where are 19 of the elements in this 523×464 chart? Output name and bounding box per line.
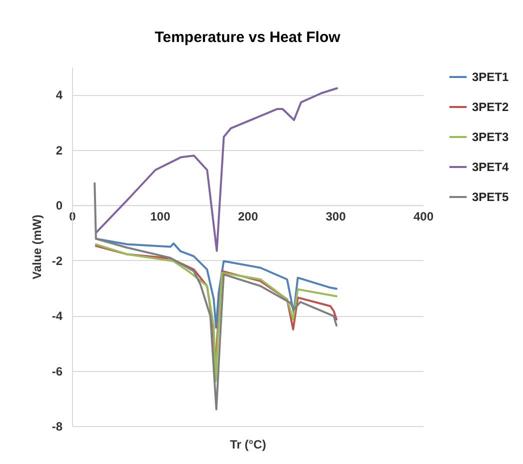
y-tick-label: 2 <box>56 143 63 158</box>
y-tick-label: 0 <box>56 198 63 213</box>
chart-title: Temperature vs Heat Flow <box>154 29 341 46</box>
y-tick-label: -2 <box>52 254 63 268</box>
x-tick-label: 200 <box>238 210 258 224</box>
y-tick-label: -8 <box>52 420 63 434</box>
legend-label: 3PET2 <box>472 100 510 114</box>
y-axis-title: Value (mW) <box>30 214 44 280</box>
y-tick-label: -4 <box>52 309 63 324</box>
x-tick-label: 300 <box>326 210 346 224</box>
x-tick-label: 100 <box>150 210 171 224</box>
legend-label: 3PET5 <box>472 190 510 204</box>
y-tick-label: 4 <box>56 88 63 102</box>
x-axis-title: Tr (°C) <box>230 438 266 452</box>
legend-label: 3PET3 <box>472 130 510 144</box>
legend-label: 3PET4 <box>472 160 510 174</box>
x-tick-label: 400 <box>413 210 434 224</box>
legend-label: 3PET1 <box>472 70 510 84</box>
y-tick-label: -6 <box>52 364 63 378</box>
